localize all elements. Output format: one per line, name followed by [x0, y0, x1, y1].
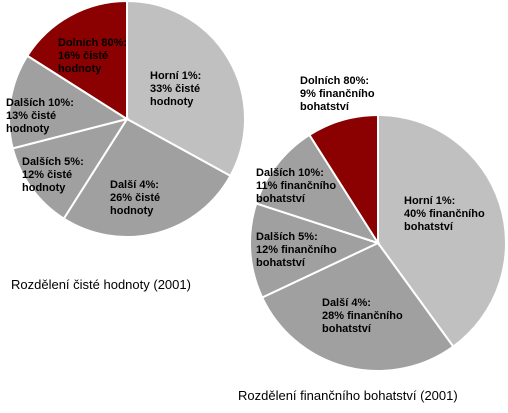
net-worth-label-next-4: Další 4%: 26% čisté hodnoty — [110, 179, 160, 217]
financial-wealth-slice-next-10 — [254, 133, 381, 245]
financial-wealth-label-next-5: Dalších 5%: 12% finančního bohatství — [256, 231, 337, 269]
net-worth-label-next-4-line-0: Další 4%: — [110, 179, 159, 191]
net-worth-slice-top-1 — [126, 0, 246, 178]
financial-wealth-label-bottom-80: Dolních 80%: 9% finančního bohatství — [300, 75, 375, 113]
net-worth-label-next-4-line-1: 26% čisté — [110, 192, 160, 204]
net-worth-label-next-10-line-0: Dalších 10%: — [6, 97, 74, 109]
financial-wealth-label-next-4: Další 4%: 28% finančního bohatství — [322, 297, 403, 335]
financial-wealth-label-next-5-line-1: 12% finančního — [256, 244, 337, 256]
financial-wealth-label-top-1: Horní 1%: 40% finančního bohatství — [404, 195, 485, 233]
net-worth-label-next-10-line-1: 13% čisté — [6, 110, 56, 122]
financial-wealth-label-top-1-line-2: bohatství — [404, 221, 454, 233]
financial-wealth-label-next-4-line-2: bohatství — [322, 323, 372, 335]
financial-wealth-label-bottom-80-line-1: 9% finančního — [300, 88, 375, 100]
net-worth-label-bottom-80: Dolních 80%: 16% čisté hodnoty — [58, 37, 127, 75]
net-worth-label-bottom-80-line-0: Dolních 80%: — [58, 37, 127, 49]
net-worth-slice-next-10 — [8, 54, 130, 150]
financial-wealth-slice-next-4 — [260, 241, 455, 372]
net-worth-label-bottom-80-line-1: 16% čisté — [58, 50, 108, 62]
financial-wealth-slice-next-5 — [249, 202, 381, 299]
net-worth-label-top-1: Horní 1%: 33% čisté hodnoty — [150, 70, 201, 108]
net-worth-label-top-1-line-2: hodnoty — [150, 96, 194, 108]
net-worth-label-next-5-line-0: Dalších 5%: — [22, 156, 84, 168]
net-worth-slice-next-4 — [62, 117, 232, 238]
financial-wealth-label-next-10-line-1: 11% finančního — [256, 180, 336, 192]
net-worth-label-next-5-line-2: hodnoty — [22, 182, 66, 194]
net-worth-label-top-1-line-1: 33% čisté — [150, 83, 200, 95]
financial-wealth-label-bottom-80-line-2: bohatství — [300, 101, 350, 113]
net-worth-slice-next-5 — [11, 117, 130, 221]
net-worth-label-next-5: Dalších 5%: 12% čisté hodnoty — [22, 156, 84, 194]
net-worth-label-next-10: Dalších 10%: 13% čisté hodnoty — [6, 97, 74, 135]
financial-wealth-label-next-10-line-2: bohatství — [256, 193, 306, 205]
net-worth-label-next-5-line-1: 12% čisté — [22, 169, 72, 181]
financial-wealth-label-next-5-line-2: bohatství — [256, 257, 306, 269]
financial-wealth-label-next-10: Dalších 10%: 11% finančního bohatství — [256, 167, 336, 205]
financial-wealth-slice-bottom-80 — [308, 113, 379, 247]
financial-wealth-label-next-5-line-0: Dalších 5%: — [256, 231, 318, 243]
financial-wealth-label-top-1-line-0: Horní 1%: — [404, 195, 455, 207]
net-worth-label-bottom-80-line-2: hodnoty — [58, 63, 102, 75]
financial-wealth-chart-title: Rozdělení finančního bohatství (2001) — [238, 388, 458, 403]
financial-wealth-slice-top-1 — [377, 113, 507, 348]
net-worth-label-next-10-line-2: hodnoty — [6, 123, 50, 135]
financial-wealth-label-next-10-line-0: Dalších 10%: — [256, 167, 324, 179]
financial-wealth-label-next-4-line-1: 28% finančního — [322, 310, 403, 322]
net-worth-label-top-1-line-0: Horní 1%: — [150, 70, 201, 82]
financial-wealth-label-bottom-80-line-0: Dolních 80%: — [300, 75, 369, 87]
financial-wealth-label-top-1-line-1: 40% finančního — [404, 208, 485, 220]
net-worth-label-next-4-line-2: hodnoty — [110, 205, 154, 217]
net-worth-slice-bottom-80 — [25, 0, 128, 121]
net-worth-chart-title: Rozdělení čisté hodnoty (2001) — [11, 277, 191, 292]
financial-wealth-label-next-4-line-0: Další 4%: — [322, 297, 371, 309]
